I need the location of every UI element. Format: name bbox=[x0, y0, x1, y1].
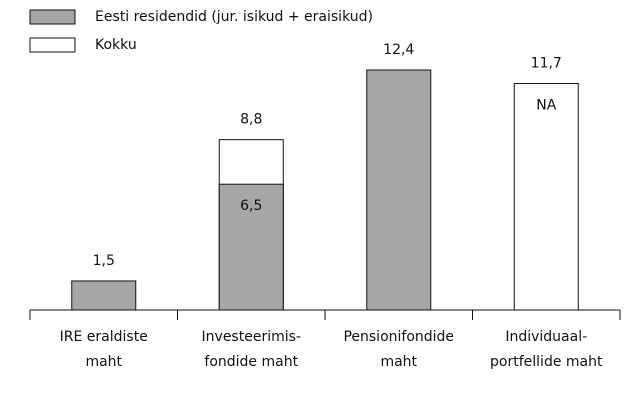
value-label: 11,7 bbox=[531, 56, 562, 72]
value-label: 12,4 bbox=[383, 42, 414, 58]
value-label: NA bbox=[536, 98, 556, 114]
x-tick-label: maht bbox=[380, 354, 417, 370]
x-tick-label: Pensionifondide bbox=[343, 329, 454, 345]
x-tick-label: fondide maht bbox=[204, 354, 298, 370]
value-label: 6,5 bbox=[240, 198, 262, 214]
x-tick-label: portfellide maht bbox=[490, 354, 603, 370]
value-label: 1,5 bbox=[93, 253, 115, 269]
bar bbox=[366, 69, 432, 311]
x-tick-label: Individuaal- bbox=[505, 329, 587, 345]
legend-swatch bbox=[29, 37, 76, 53]
bar bbox=[218, 183, 284, 311]
legend-swatch bbox=[29, 9, 76, 25]
x-tick-label: maht bbox=[85, 354, 122, 370]
bar bbox=[71, 280, 137, 311]
x-tick-label: IRE eraldiste bbox=[60, 329, 148, 345]
x-tick-label: Investeerimis- bbox=[202, 329, 301, 345]
legend-label: Eesti residendid (jur. isikud + eraisiku… bbox=[95, 9, 373, 25]
value-label: 8,8 bbox=[240, 112, 262, 128]
legend-label: Kokku bbox=[95, 37, 137, 53]
bar bbox=[513, 83, 579, 311]
